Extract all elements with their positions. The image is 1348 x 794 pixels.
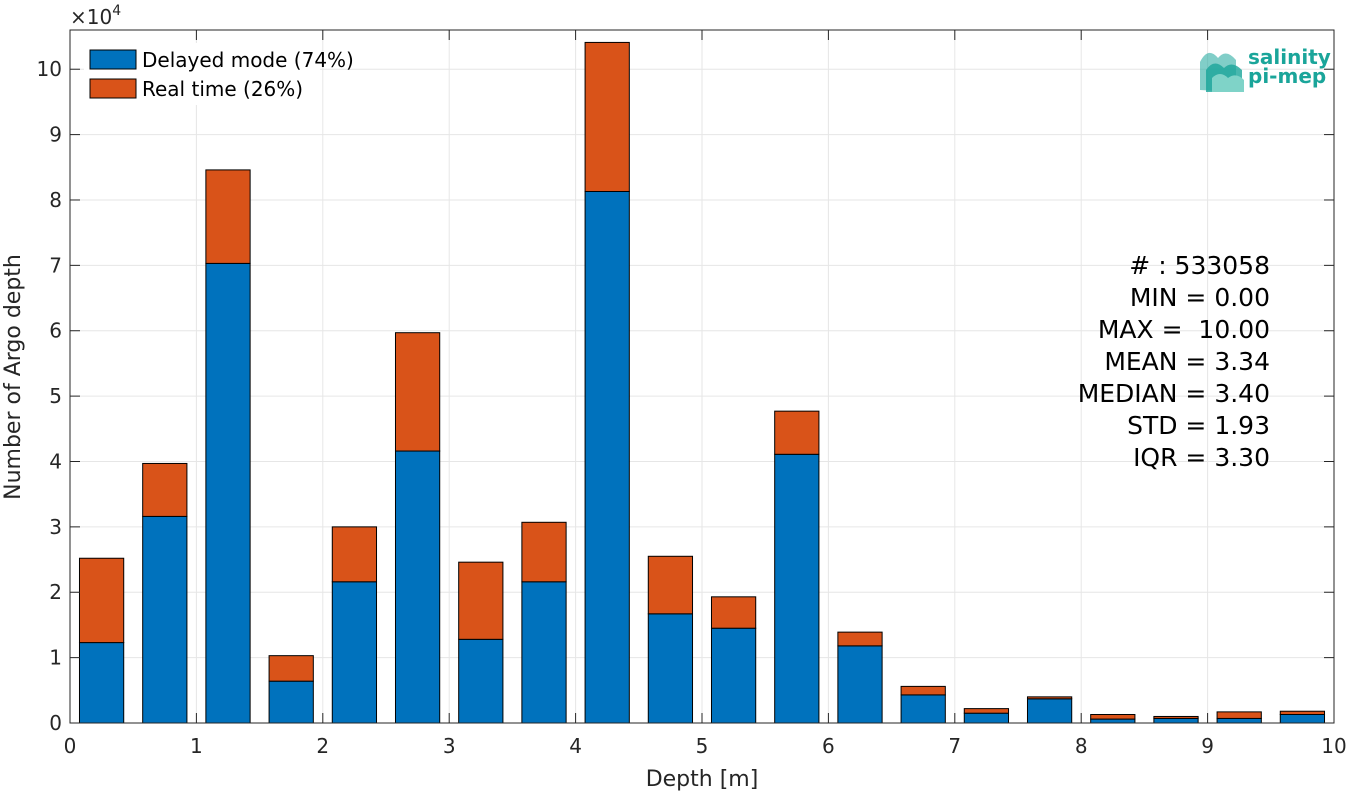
bar-delayed-mode [142, 515, 188, 724]
stats-mean: MEAN = 3.34 [1104, 347, 1270, 376]
bar-real-time [78, 557, 125, 644]
bar-delayed-mode [837, 645, 883, 724]
bar-real-time [900, 685, 946, 696]
x-tick-label: 0 [64, 734, 77, 758]
bar-delayed-mode [268, 680, 314, 724]
bar-real-time [205, 169, 251, 264]
x-tick-label: 2 [316, 734, 329, 758]
x-tick-label: 6 [822, 734, 835, 758]
bar-real-time [521, 521, 567, 583]
y-tick-labels: 0 1 2 3 4 5 6 7 8 9 10 [37, 57, 62, 735]
bar-delayed-mode [78, 642, 125, 724]
bar-real-time [710, 596, 757, 629]
y-tick-label: 0 [49, 711, 62, 735]
bar-delayed-mode [521, 581, 567, 724]
bar-delayed-mode [1279, 714, 1326, 724]
bar-real-time [647, 555, 694, 615]
bar-delayed-mode [584, 190, 630, 724]
bar-real-time [1153, 715, 1199, 719]
bar-delayed-mode [1090, 718, 1136, 724]
x-tick-label: 8 [1075, 734, 1088, 758]
logo-line1: salinity [1248, 45, 1331, 69]
bar-real-time [331, 526, 378, 583]
x-tick-labels: 0 1 2 3 4 5 6 7 8 9 10 [64, 734, 1347, 758]
y-tick-label: 9 [49, 123, 62, 147]
bar-delayed-mode [900, 694, 946, 724]
bar-real-time [394, 332, 441, 452]
bar-real-time [1090, 714, 1136, 720]
bar-delayed-mode [1153, 717, 1199, 724]
bar-real-time [1026, 696, 1073, 700]
x-tick-label: 1 [190, 734, 203, 758]
bar-real-time [584, 41, 630, 192]
x-tick-label: 9 [1201, 734, 1214, 758]
y-tick-label: 7 [49, 253, 62, 277]
stats-max: MAX = 10.00 [1098, 315, 1270, 344]
y-tick-label: 1 [49, 646, 62, 670]
y-tick-label: 4 [49, 449, 62, 473]
y-tick-label: 8 [49, 188, 62, 212]
bar-real-time [1216, 711, 1262, 719]
bar-delayed-mode [710, 627, 757, 724]
bar-delayed-mode [774, 453, 820, 724]
legend: Delayed mode (74%) Real time (26%) [84, 43, 354, 105]
y-tick-label: 10 [37, 57, 62, 81]
legend-swatch-delayed [89, 49, 137, 70]
x-tick-label: 10 [1321, 734, 1346, 758]
bar-delayed-mode [1216, 717, 1262, 724]
y-tick-label: 5 [49, 384, 62, 408]
bar-real-time [268, 655, 314, 682]
bar-real-time [1279, 710, 1326, 716]
axis-ticks [69, 30, 1335, 724]
bar-real-time [774, 410, 820, 455]
y-tick-label: 3 [49, 515, 62, 539]
x-tick-label: 5 [696, 734, 709, 758]
stats-count: # : 533058 [1129, 251, 1270, 280]
bar-real-time [963, 708, 1010, 714]
x-axis-label: Depth [m] [646, 767, 759, 792]
bar-delayed-mode [1026, 698, 1073, 724]
y-axis-label: Number of Argo depth [1, 254, 26, 500]
stats-std: STD = 1.93 [1127, 411, 1270, 440]
legend-label-delayed: Delayed mode (74%) [142, 48, 354, 72]
bar-real-time [837, 631, 883, 647]
logo-line2: pi-mep [1248, 64, 1326, 88]
x-tick-label: 3 [443, 734, 456, 758]
legend-label-realtime: Real time (26%) [142, 77, 303, 101]
bar-delayed-mode [394, 450, 441, 724]
x-tick-label: 7 [948, 734, 961, 758]
bar-delayed-mode [963, 712, 1010, 724]
y-exponent: 4 [112, 3, 121, 19]
bar-real-time [142, 462, 188, 517]
bar-delayed-mode [205, 262, 251, 724]
bar-real-time [458, 561, 504, 640]
y-tick-label: 6 [49, 319, 62, 343]
stats-min: MIN = 0.00 [1130, 283, 1270, 312]
bar-delayed-mode [458, 638, 504, 724]
stats-median: MEDIAN = 3.40 [1078, 379, 1270, 408]
x-tick-label: 4 [569, 734, 582, 758]
bars [78, 41, 1326, 724]
y-tick-label: 2 [49, 580, 62, 604]
stats-iqr: IQR = 3.30 [1133, 443, 1270, 472]
salinity-pi-mep-logo: salinity pi-mep [1200, 45, 1331, 92]
wave-icon [1200, 52, 1244, 92]
y-exponent-label: ×104 [70, 3, 121, 29]
bar-delayed-mode [647, 613, 694, 724]
bar-delayed-mode [331, 581, 378, 724]
legend-swatch-realtime [89, 78, 137, 99]
stats-box: # : 533058 MIN = 0.00 MAX = 10.00 MEAN =… [1078, 251, 1270, 472]
